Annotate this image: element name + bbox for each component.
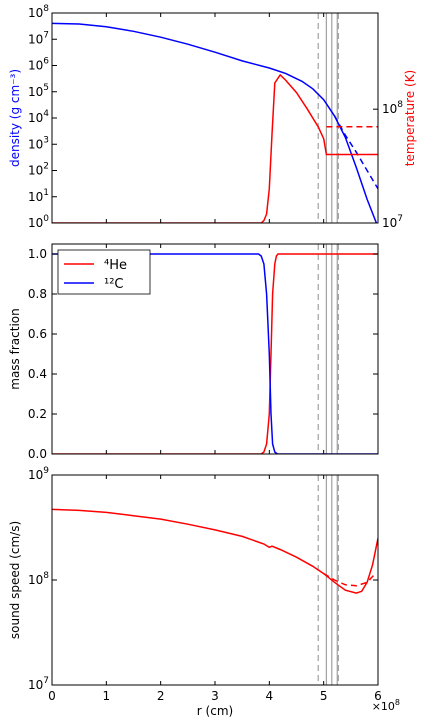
panel-1: 100101102103104105106107108107108density… [8,4,417,230]
y-tick-label: 0.6 [28,327,47,341]
y-tick-label-exponent: 6 [43,57,49,67]
x-tick-label: 1 [103,689,111,703]
legend-box [57,249,151,295]
y2-tick-label: 107 [382,214,403,230]
series-line-1 [52,22,378,223]
y-tick-label: 102 [28,162,49,178]
plot-frame [51,12,379,224]
y-tick-label-exponent: 7 [43,30,49,40]
x-tick-label: 5 [320,689,328,703]
y-tick-label: 108 [28,4,49,20]
y-tick-label-exponent: 8 [43,571,49,581]
plot-area [52,475,378,685]
x-tick-label: 2 [157,689,165,703]
legend-label: ¹²C [104,277,124,292]
series-line-2 [323,572,376,587]
y-tick-label: 104 [28,109,49,125]
panel-2: 0.0 0.2 0.4 0.6 0.8 1.0 mass fraction ⁴He ¹²C [8,243,379,461]
series-line-1 [52,508,378,594]
y-tick-label: 0.0 [28,447,47,461]
series-line-1 [52,253,378,454]
y2-tick-label: 108 [382,100,403,116]
legend: ⁴He ¹²C [57,249,151,295]
y-tick-label-exponent: 8 [43,4,49,14]
y2-tick-label-exponent: 7 [397,214,403,224]
plot-area [52,13,378,223]
plot-area [52,244,378,454]
y-axis-label: sound speed (cm/s) [8,521,22,639]
y-tick-label: 0.4 [28,367,47,381]
y-tick-label: 107 [28,30,49,46]
y-tick-label: 106 [28,57,49,73]
panel-3: 0 1 2 3 4 5 6 107 108 109 sound speed (cm/s) r (cm) [8,466,382,718]
y-axis-label: mass fraction [8,308,22,389]
y-tick-label: 100 [28,214,49,230]
y-tick-label: 108 [28,571,49,587]
x-axis-multiplier-exponent: 8 [395,698,400,707]
series-line-2 [52,253,378,454]
y-tick-label: 107 [28,676,49,692]
plot-frame [51,474,379,686]
y-tick-label-exponent: 2 [43,162,49,172]
series-line-3 [52,73,378,223]
y-tick-label: 109 [28,466,49,482]
y-axis-label: density (g cm⁻³) [8,69,22,167]
y-tick-label-exponent: 0 [43,214,49,224]
y-tick-label: 0.8 [28,287,47,301]
x-axis-multiplier: ×108 [372,698,400,713]
x-tick-label: 6 [374,689,382,703]
y2-tick-label-exponent: 8 [397,100,403,110]
y-tick-label-exponent: 9 [43,466,49,476]
x-axis-multiplier-base: ×10 [372,700,395,713]
y-tick-label: 101 [28,188,49,204]
series-line-2 [333,115,378,190]
y-tick-label-exponent: 4 [43,109,49,119]
y-tick-label: 103 [28,135,49,151]
x-axis-label: r (cm) [197,704,233,718]
x-tick-label: 0 [48,689,56,703]
y-tick-label: 105 [28,83,49,99]
y-tick-label-exponent: 5 [43,83,49,93]
y-tick-label-exponent: 7 [43,676,49,686]
y-tick-label-exponent: 1 [43,188,49,198]
y-tick-label-exponent: 3 [43,135,49,145]
y-tick-label: 0.2 [28,407,47,421]
x-tick-label: 4 [266,689,274,703]
x-tick-label: 3 [211,689,219,703]
legend-label: ⁴He [104,258,127,273]
y2-axis-label: temperature (K) [403,70,417,166]
y-tick-label: 1.0 [28,247,47,261]
